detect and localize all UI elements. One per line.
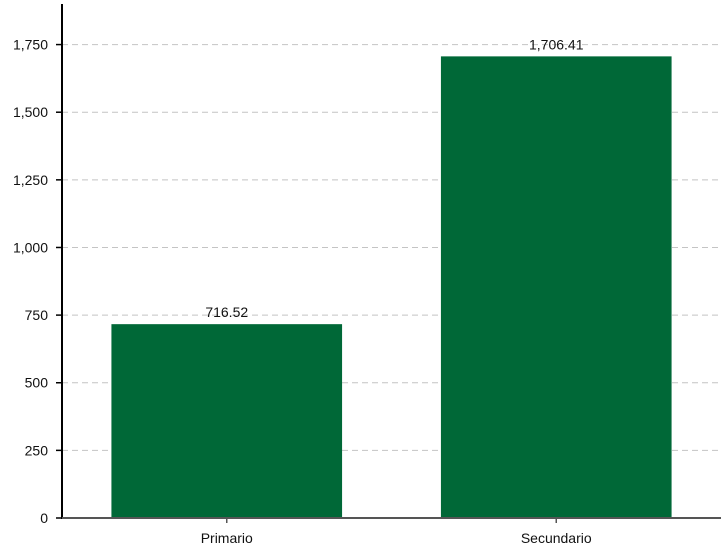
x-axis-ticks: Primario Secundario	[201, 518, 592, 546]
data-labels: 716.52 1,706.41	[205, 36, 583, 320]
bar-primario	[111, 324, 343, 518]
y-tick-label: 750	[25, 307, 49, 323]
y-axis-ticks: 0 250 500 750 1,000 1,250 1,500 1,750	[13, 37, 62, 526]
y-tick-label: 0	[40, 510, 48, 526]
y-tick-label: 250	[25, 442, 49, 458]
data-label: 716.52	[205, 304, 248, 320]
y-tick-label: 1,500	[13, 104, 48, 120]
bar-secundario	[440, 56, 672, 519]
y-tick-label: 1,750	[13, 37, 48, 53]
data-label: 1,706.41	[529, 36, 584, 52]
y-tick-label: 1,250	[13, 172, 48, 188]
x-tick-label: Primario	[201, 530, 253, 546]
bars	[111, 56, 672, 519]
x-tick-label: Secundario	[521, 530, 592, 546]
y-tick-label: 1,000	[13, 239, 48, 255]
y-tick-label: 500	[25, 375, 49, 391]
axes	[61, 4, 721, 519]
